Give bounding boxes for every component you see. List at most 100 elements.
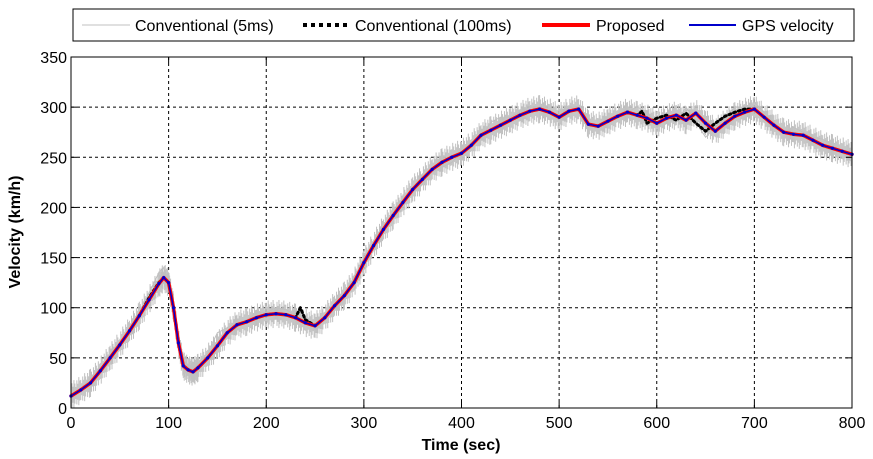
series-point-gps-velocity	[342, 294, 346, 298]
series-point-gps-velocity	[391, 213, 395, 218]
series-point-gps-velocity	[625, 110, 630, 114]
series-point-gps-velocity	[430, 167, 434, 171]
y-tick-label: 300	[40, 100, 67, 117]
series-point-gps-velocity	[830, 146, 835, 150]
series-point-gps-velocity	[752, 107, 756, 111]
legend-label-proposed: Proposed	[596, 18, 665, 35]
series-point-gps-velocity	[88, 381, 93, 385]
series-point-gps-velocity	[215, 344, 220, 348]
legend-label-conventional-100ms: Conventional (100ms)	[355, 18, 512, 35]
series-point-gps-velocity	[801, 133, 805, 137]
y-axis-label: Velocity (km/h)	[7, 176, 24, 289]
series-point-gps-velocity	[127, 329, 132, 333]
series-point-gps-velocity	[352, 281, 356, 285]
legend-label-conventional-5ms: Conventional (5ms)	[135, 18, 274, 35]
series-point-gps-velocity	[782, 130, 786, 134]
series-point-gps-velocity	[547, 110, 551, 114]
series-point-gps-velocity	[469, 143, 473, 147]
series-point-gps-velocity	[743, 110, 747, 114]
series-point-gps-velocity	[420, 177, 425, 181]
series-point-gps-velocity	[821, 143, 825, 147]
series-point-gps-velocity	[577, 107, 581, 111]
series-point-gps-velocity	[498, 123, 503, 127]
series-point-gps-velocity	[703, 121, 708, 125]
series-point-gps-velocity	[655, 121, 659, 125]
series-point-gps-velocity	[723, 121, 727, 125]
series-point-gps-velocity	[840, 149, 844, 153]
series-point-gps-velocity	[284, 313, 288, 317]
ticks	[70, 56, 853, 409]
y-tick-label: 50	[49, 351, 67, 368]
series-point-gps-velocity	[274, 312, 278, 316]
y-tick-label: 150	[40, 251, 67, 268]
series-point-gps-velocity	[98, 369, 102, 373]
series-point-gps-velocity	[313, 324, 317, 328]
series-point-gps-velocity	[372, 243, 376, 248]
x-tick-label: 0	[67, 415, 76, 432]
series-point-gps-velocity	[567, 109, 571, 113]
series-point-gps-velocity	[401, 200, 405, 205]
series-point-gps-velocity	[186, 368, 190, 372]
series-point-gps-velocity	[362, 260, 366, 265]
legend-label-gps-velocity: GPS velocity	[742, 18, 834, 35]
series-point-gps-velocity	[664, 116, 669, 120]
series-point-gps-velocity	[791, 132, 796, 136]
series-point-gps-velocity	[411, 187, 415, 191]
series-point-gps-velocity	[332, 304, 337, 308]
series-point-gps-velocity	[303, 321, 307, 325]
x-tick-label: 700	[741, 415, 768, 432]
series-point-gps-velocity	[772, 123, 776, 127]
x-tick-label: 500	[546, 415, 573, 432]
x-tick-labels: 0 100 200 300 400 500 600 700 800	[67, 415, 866, 432]
x-tick-label: 200	[253, 415, 280, 432]
y-tick-label: 200	[40, 200, 67, 217]
x-axis-label: Time (sec)	[422, 437, 501, 454]
series-point-gps-velocity	[528, 109, 532, 113]
series-point-gps-velocity	[450, 155, 454, 159]
series-point-gps-velocity	[264, 313, 268, 317]
series-point-gps-velocity	[518, 113, 522, 117]
series-point-gps-velocity	[171, 306, 176, 310]
series-point-gps-velocity	[225, 331, 229, 335]
series-point-gps-velocity	[694, 111, 698, 115]
series-point-gps-velocity	[674, 113, 678, 117]
series-point-gps-velocity	[557, 115, 561, 119]
series-point-gps-velocity	[191, 370, 195, 374]
x-tick-label: 400	[448, 415, 475, 432]
series-point-gps-velocity	[235, 323, 239, 327]
y-tick-label: 350	[40, 50, 67, 67]
series-point-gps-velocity	[635, 113, 639, 117]
series-point-gps-velocity	[157, 282, 161, 286]
series-point-gps-velocity	[762, 115, 766, 119]
series-point-gps-velocity	[606, 119, 610, 123]
y-tick-label: 250	[40, 150, 67, 167]
series-point-gps-velocity	[167, 281, 171, 285]
series-point-gps-velocity	[108, 356, 112, 360]
series-point-gps-velocity	[206, 356, 210, 360]
series-point-gps-velocity	[479, 133, 483, 137]
series-point-gps-velocity	[440, 160, 444, 164]
series-point-gps-velocity	[118, 343, 122, 347]
x-tick-label: 600	[643, 415, 670, 432]
y-tick-label: 0	[58, 401, 67, 418]
series-point-gps-velocity	[323, 316, 327, 320]
series-layer	[69, 95, 854, 409]
series-point-gps-velocity	[489, 128, 493, 132]
series-point-gps-velocity	[245, 320, 249, 324]
series-point-gps-velocity	[181, 364, 185, 368]
y-tick-labels: 0 50 100 150 200 250 300 350	[40, 50, 67, 418]
series-point-gps-velocity	[176, 341, 180, 345]
series-point-gps-velocity	[381, 227, 385, 232]
series-point-gps-velocity	[811, 138, 815, 142]
series-point-gps-velocity	[733, 114, 737, 118]
x-tick-label: 300	[351, 415, 378, 432]
y-tick-label: 100	[40, 301, 67, 318]
series-point-gps-velocity	[137, 314, 141, 318]
series-point-gps-velocity	[162, 276, 166, 280]
series-point-gps-velocity	[645, 116, 649, 120]
series-point-gps-velocity	[293, 316, 298, 320]
x-tick-label: 100	[155, 415, 182, 432]
series-point-gps-velocity	[196, 366, 200, 370]
series-point-gps-velocity	[596, 124, 600, 128]
